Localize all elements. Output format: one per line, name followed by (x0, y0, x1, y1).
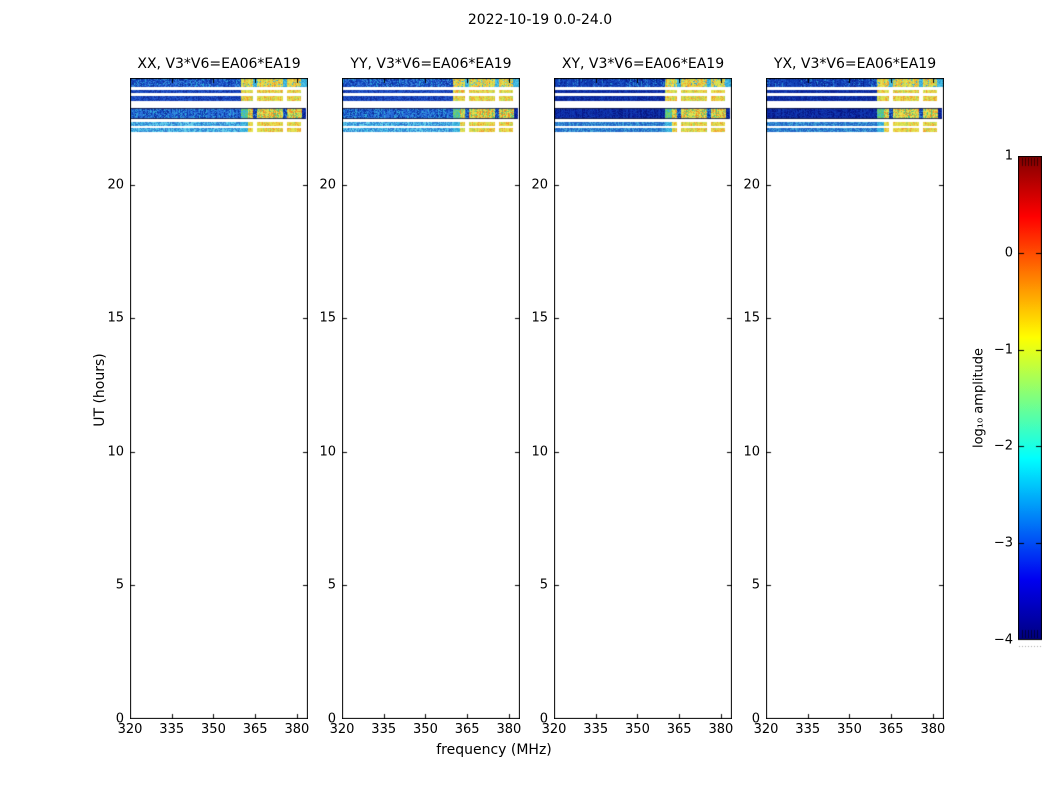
x-tick-label: 365 (242, 722, 268, 737)
y-tick-label: 5 (539, 577, 548, 593)
panel-title-yx: YX, V3*V6=EA06*EA19 (773, 56, 937, 72)
y-tick-label: 15 (743, 310, 760, 326)
x-tick-label: 350 (625, 722, 650, 737)
y-tick-label: 0 (539, 711, 548, 727)
y-tick-label: 0 (751, 711, 760, 727)
x-tick-label: 350 (837, 722, 862, 737)
x-tick-label: 380 (496, 722, 522, 737)
x-tick-label: 380 (708, 722, 734, 737)
y-tick-label: 0 (115, 711, 124, 727)
colorbar-tick-label: −2 (993, 438, 1013, 454)
x-axis-label: frequency (MHz) (436, 742, 552, 758)
y-tick-label: 5 (327, 577, 336, 593)
x-tick-label: 365 (878, 722, 904, 737)
panel-title-xy: XY, V3*V6=EA06*EA19 (561, 56, 725, 72)
colorbar-tick-label: −1 (993, 342, 1013, 358)
x-tick-label: 320 (329, 722, 355, 737)
y-tick-label: 20 (107, 177, 124, 193)
panel-yx: YX, V3*V6=EA06*EA19 (766, 56, 944, 719)
x-tick-label: 380 (284, 722, 310, 737)
figure-title: 2022-10-19 0.0-24.0 (467, 12, 613, 28)
colorbar-tick-label: −4 (993, 632, 1013, 648)
spectrogram-canvas-xy (554, 78, 732, 719)
y-tick-label: 15 (107, 310, 124, 326)
x-tick-label: 320 (753, 722, 779, 737)
x-tick-label: 365 (454, 722, 480, 737)
y-tick-label: 15 (319, 310, 336, 326)
y-axis-label: UT (hours) (92, 353, 108, 427)
x-tick-label: 335 (159, 722, 185, 737)
x-tick-label: 350 (413, 722, 438, 737)
x-tick-label: 335 (583, 722, 609, 737)
colorbar-tick-label: −3 (993, 535, 1013, 551)
x-tick-label: 380 (920, 722, 946, 737)
colorbar-tick-label: 0 (1004, 245, 1013, 261)
y-tick-label: 5 (115, 577, 124, 593)
panel-yy: YY, V3*V6=EA06*EA19 (342, 56, 520, 719)
colorbar (1018, 156, 1042, 652)
y-tick-label: 20 (531, 177, 548, 193)
x-tick-label: 365 (666, 722, 692, 737)
y-tick-label: 10 (319, 444, 336, 460)
x-tick-label: 335 (371, 722, 397, 737)
y-tick-label: 20 (743, 177, 760, 193)
spectrogram-canvas-xx (130, 78, 308, 719)
y-tick-label: 15 (531, 310, 548, 326)
x-tick-label: 335 (795, 722, 821, 737)
panel-xy: XY, V3*V6=EA06*EA19 (554, 56, 732, 719)
y-tick-label: 10 (743, 444, 760, 460)
spectrogram-canvas-yy (342, 78, 520, 719)
x-tick-label: 320 (117, 722, 143, 737)
spectrogram-canvas-yx (766, 78, 944, 719)
y-tick-label: 10 (531, 444, 548, 460)
x-tick-label: 350 (201, 722, 226, 737)
colorbar-tick-label: 1 (1004, 148, 1013, 164)
panel-xx: XX, V3*V6=EA06*EA19 (130, 56, 308, 719)
y-tick-label: 20 (319, 177, 336, 193)
panel-title-xx: XX, V3*V6=EA06*EA19 (137, 56, 301, 72)
y-tick-label: 10 (107, 444, 124, 460)
colorbar-label: log₁₀ amplitude (971, 347, 987, 449)
y-tick-label: 5 (751, 577, 760, 593)
x-tick-label: 320 (541, 722, 567, 737)
y-tick-label: 0 (327, 711, 336, 727)
panel-title-yy: YY, V3*V6=EA06*EA19 (350, 56, 512, 72)
